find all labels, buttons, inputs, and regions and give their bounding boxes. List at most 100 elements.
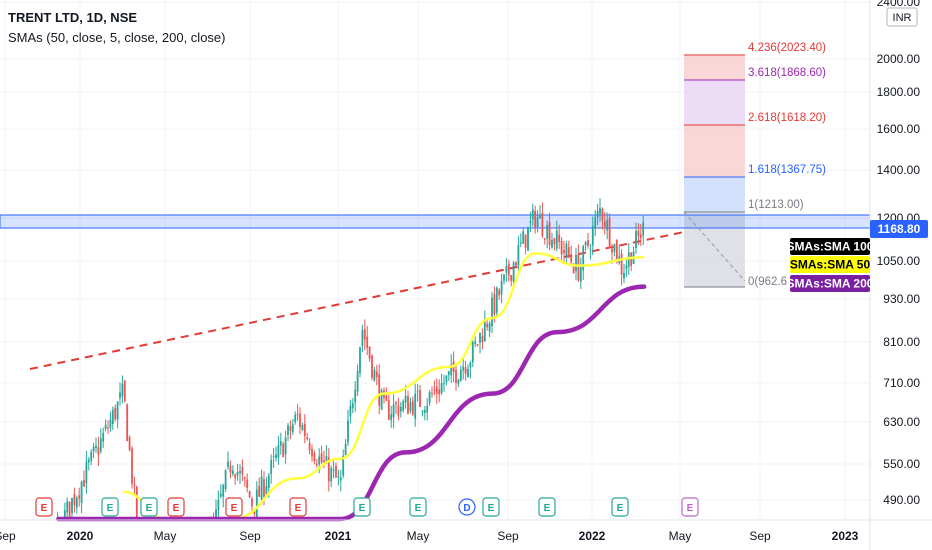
candle-body <box>510 274 513 281</box>
earnings-marker[interactable]: E <box>101 497 119 517</box>
candle-body <box>323 460 325 462</box>
candle-body <box>512 262 515 282</box>
resistance-band[interactable] <box>0 214 871 229</box>
earnings-marker[interactable]: E <box>167 497 185 517</box>
candle-body <box>116 401 119 420</box>
candle-body <box>251 498 253 507</box>
candle-body <box>378 374 381 406</box>
rising-trendline[interactable] <box>29 231 685 370</box>
earnings-marker[interactable]: E <box>409 497 427 517</box>
price-axis[interactable]: 2400.002000.001800.001600.001400.001200.… <box>877 0 921 507</box>
svg-text:SMAs:SMA 50: SMAs:SMA 50 <box>790 258 871 272</box>
candle-body <box>239 471 241 473</box>
gridlines <box>0 0 870 520</box>
candle-body <box>260 476 263 500</box>
earnings-marker[interactable]: E <box>538 497 556 517</box>
candle-body <box>107 427 109 429</box>
sma50-line <box>123 252 645 521</box>
svg-text:E: E <box>173 503 180 514</box>
candle-body <box>627 252 630 267</box>
candle-body <box>611 248 613 253</box>
earnings-marker[interactable]: E <box>35 497 53 517</box>
candle-body <box>402 401 405 411</box>
svg-text:D: D <box>463 503 470 514</box>
candle-body <box>270 459 273 474</box>
earnings-marker[interactable]: E <box>611 497 629 517</box>
time-axis[interactable]: Sep 2020 May Sep 2021 May Sep 2022 May Sep 2023 <box>0 529 859 543</box>
candle-body <box>241 467 244 475</box>
candle-body <box>450 364 453 376</box>
candle-body <box>620 253 623 275</box>
candle-body <box>313 453 316 462</box>
candle-body <box>327 457 330 482</box>
candle-body <box>267 475 270 488</box>
earnings-marker[interactable]: E <box>225 497 243 517</box>
dividend-marker[interactable]: D <box>458 498 476 516</box>
candle-body <box>519 242 522 244</box>
fib-zone <box>684 212 745 287</box>
candle-body <box>375 371 378 377</box>
candle-body <box>483 320 486 342</box>
candle-body <box>222 485 225 497</box>
fib-level-label: 0(962.6 <box>748 276 787 288</box>
candle-body <box>330 468 333 482</box>
candle-body <box>363 329 366 340</box>
candle-body <box>498 289 501 296</box>
candle-body <box>126 404 129 442</box>
candle-body <box>623 272 625 279</box>
price-tick-label: 710.00 <box>883 376 920 390</box>
candle-body <box>469 362 472 368</box>
candle-body <box>368 346 371 359</box>
candle-body <box>97 447 100 455</box>
candle-body <box>560 241 563 255</box>
indicator-label: SMAs (50, close, 5, close, 200, close) <box>8 30 226 45</box>
earnings-marker[interactable]: E <box>140 497 158 517</box>
candle-body <box>133 484 136 486</box>
candle-body <box>423 409 426 414</box>
candle-body <box>279 441 282 446</box>
svg-text:SMAs:SMA 100: SMAs:SMA 100 <box>787 240 874 254</box>
candle-body <box>440 383 443 394</box>
candle-body <box>75 497 78 508</box>
candle-body <box>455 369 457 383</box>
earnings-marker[interactable]: E <box>289 497 307 517</box>
candle-body <box>488 322 491 332</box>
price-tick-label: 2400.00 <box>877 0 921 9</box>
candle-body <box>289 426 292 431</box>
fib-zone <box>684 80 745 125</box>
candle-body <box>236 471 239 476</box>
candle-body <box>301 424 304 430</box>
chart-legend[interactable]: TRENT LTD, 1D, NSE SMAs (50, close, 5, c… <box>8 8 225 48</box>
price-tick-label: 930.00 <box>883 292 920 306</box>
earnings-marker[interactable]: E <box>681 497 699 517</box>
candle-body <box>121 383 124 397</box>
time-tick-label: Sep <box>239 529 261 543</box>
candle-body <box>467 368 469 378</box>
price-tick-label: 1600.00 <box>877 122 921 136</box>
candle-body <box>474 341 477 344</box>
candle-body <box>320 453 323 463</box>
candle-body <box>287 425 289 435</box>
candle-body <box>253 510 256 515</box>
candle-body <box>231 470 234 474</box>
candle-body <box>599 207 601 214</box>
earnings-marker[interactable]: E <box>482 497 500 517</box>
candle-body <box>229 465 232 473</box>
candle-body <box>486 323 489 328</box>
earnings-marker[interactable]: E <box>353 497 371 517</box>
candle-body <box>431 392 433 394</box>
candle-body <box>570 254 573 263</box>
candle-body <box>591 226 594 246</box>
candle-body <box>546 225 549 239</box>
fib-extension-drawing[interactable]: 4.236(2023.40) 3.618(1868.60) 2.618(1618.2… <box>684 42 826 288</box>
candle-body <box>399 406 402 412</box>
candle-body <box>407 396 409 415</box>
candle-body <box>433 389 436 391</box>
candle-body <box>373 370 376 381</box>
candle-body <box>601 208 604 221</box>
candle-body <box>481 336 484 342</box>
candle-body <box>582 246 585 271</box>
candle-body <box>503 274 505 281</box>
